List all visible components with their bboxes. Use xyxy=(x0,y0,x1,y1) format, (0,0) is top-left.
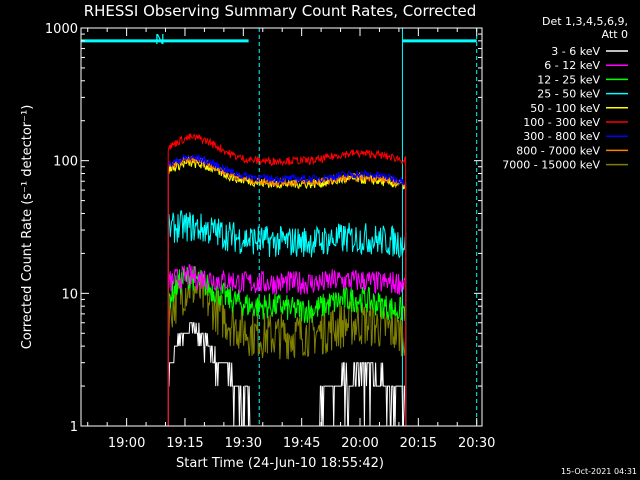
y-tick-label: 10 xyxy=(61,287,78,302)
x-tick-label: 20:00 xyxy=(341,436,378,451)
y-tick-label: 1000 xyxy=(45,22,78,37)
series-line xyxy=(167,264,407,426)
legend-label: 100 - 300 keV xyxy=(523,116,600,129)
x-tick-label: 20:30 xyxy=(458,436,495,451)
x-tick-label: 19:30 xyxy=(225,436,262,451)
series-line xyxy=(167,133,407,426)
series-line xyxy=(167,153,407,426)
y-tick-label: 1 xyxy=(70,420,78,435)
annotation-n: N xyxy=(155,33,165,48)
legend-header-line-1: Det 1,3,4,5,6,9, xyxy=(542,15,628,28)
plot-frame xyxy=(80,27,483,427)
series-line xyxy=(167,155,407,426)
legend-label: 50 - 100 keV xyxy=(530,102,600,115)
legend-label: 25 - 50 keV xyxy=(537,88,600,101)
y-axis-label: Corrected Count Rate (s⁻¹ detector⁻¹) xyxy=(20,105,35,350)
series-line xyxy=(167,210,407,426)
x-axis-label: Start Time (24-Jun-10 18:55:42) xyxy=(176,456,384,471)
series-line xyxy=(167,265,407,426)
timestamp: 15-Oct-2021 04:31 xyxy=(561,467,637,476)
y-tick-label: 100 xyxy=(53,155,78,170)
legend-label: 7000 - 15000 keV xyxy=(502,159,600,172)
x-tick-label: 19:00 xyxy=(108,436,145,451)
legend-label: 12 - 25 keV xyxy=(537,73,600,86)
legend-header-line-2: Att 0 xyxy=(602,28,628,41)
chart-title: RHESSI Observing Summary Count Rates, Co… xyxy=(84,2,477,20)
x-tick-label: 20:15 xyxy=(400,436,437,451)
legend-label: 300 - 800 keV xyxy=(523,130,600,143)
legend-label: 6 - 12 keV xyxy=(544,59,600,72)
legend-label: 800 - 7000 keV xyxy=(516,144,600,157)
legend-label: 3 - 6 keV xyxy=(551,45,600,58)
x-tick-label: 19:15 xyxy=(166,436,203,451)
x-tick-label: 19:45 xyxy=(283,436,320,451)
